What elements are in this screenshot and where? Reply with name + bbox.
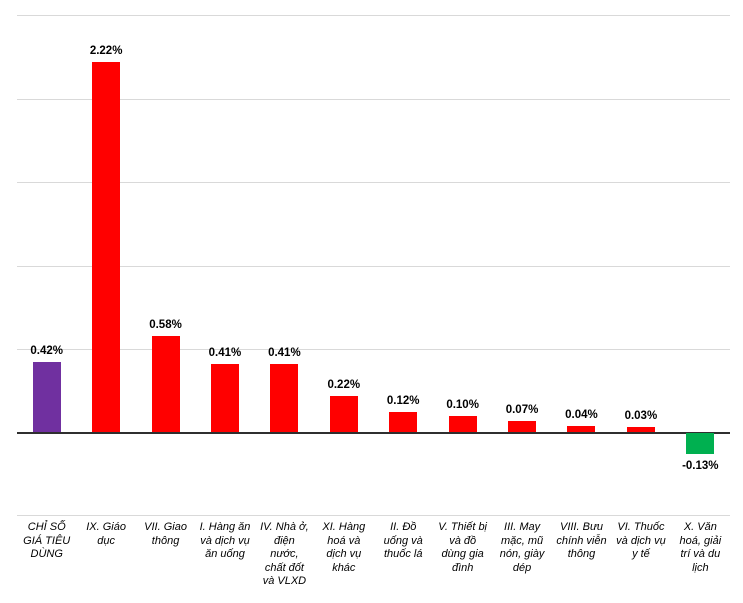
data-label-2: 2.22% (89, 44, 123, 57)
data-label-9: 0.07% (505, 403, 539, 416)
bar-9 (508, 420, 537, 433)
bar-7 (389, 412, 418, 433)
zero-axis-line (17, 431, 730, 434)
data-label-3: 0.58% (149, 318, 182, 331)
data-label-8: 0.10% (446, 398, 479, 411)
gridline (17, 349, 730, 350)
bar-1 (32, 362, 61, 433)
bar-6 (329, 395, 358, 433)
bar-8 (448, 415, 477, 433)
data-label-6: 0.22% (327, 378, 361, 391)
category-label-1: CHỈ SỐ GIÁ TIÊU DÙNG (23, 521, 71, 560)
gridline (17, 182, 730, 183)
bar-2 (92, 61, 121, 433)
data-label-11: 0.03% (624, 410, 658, 423)
bar-10 (567, 425, 596, 433)
bar-11 (626, 427, 655, 433)
gridline (17, 515, 730, 516)
gridline (17, 15, 730, 16)
bar-12 (686, 432, 715, 455)
bar-4 (210, 364, 239, 433)
gridline (17, 98, 730, 100)
category-label-9: III. May mặc, mũ nón, giày dép (499, 521, 545, 574)
category-label-7: II. Đồ uống và thuốc lá (383, 521, 423, 560)
data-label-1: 0.42% (30, 345, 64, 358)
category-label-12: X. Văn hoá, giải trí và du lịch (679, 521, 722, 574)
data-label-7: 0.12% (386, 395, 420, 408)
gridline (17, 265, 730, 267)
plot-area: 0.42% 2.22% 0.58% 0.41% 0.41% 0.22% 0.12% 0.10%… (17, 15, 730, 516)
category-label-11: VI. Thuốc và dịch vụ y tế (616, 521, 666, 560)
category-label-10: VIII. Bưu chính viễn thông (556, 521, 607, 560)
data-label-5: 0.41% (268, 347, 301, 360)
data-label-4: 0.41% (208, 347, 242, 360)
category-axis: CHỈ SỐ GIÁ TIÊU DÙNG IX. Giáo dục VII. Gia… (17, 521, 730, 589)
bar-5 (270, 364, 299, 433)
category-label-4: I. Hàng ăn và dịch vụ ăn uống (199, 521, 251, 560)
data-label-12: -0.13% (682, 460, 719, 473)
bar-3 (151, 335, 180, 433)
category-label-2: IX. Giáo dục (86, 521, 126, 547)
category-label-6: XI. Hàng hoá và dịch vụ khác (322, 521, 366, 574)
category-label-5: IV. Nhà ở, điện nước, chất đốt và VLXD (260, 521, 309, 587)
data-label-10: 0.04% (565, 408, 598, 421)
category-label-3: VII. Giao thông (144, 521, 187, 547)
category-label-8: V. Thiết bị và đồ dùng gia đình (438, 521, 488, 574)
